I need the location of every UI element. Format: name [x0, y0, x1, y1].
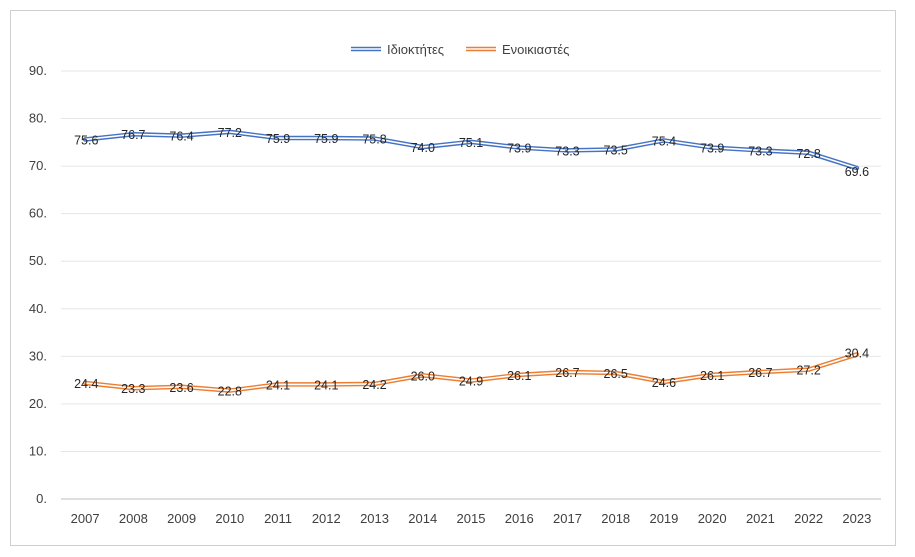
x-tick-label: 2008 [119, 511, 148, 526]
data-label: 23.6 [169, 381, 193, 395]
data-label: 75.1 [459, 136, 483, 150]
x-tick-label: 2009 [167, 511, 196, 526]
data-label: 24.6 [652, 376, 676, 390]
data-label: 75.8 [362, 133, 386, 147]
x-tick-label: 2007 [71, 511, 100, 526]
x-tick-label: 2020 [698, 511, 727, 526]
data-label: 27.2 [796, 364, 820, 378]
data-label: 76.4 [169, 130, 193, 144]
y-tick-label: 60. [29, 206, 47, 221]
x-tick-label: 2022 [794, 511, 823, 526]
data-label: 22.8 [218, 385, 242, 399]
data-label: 74.0 [411, 141, 435, 155]
x-tick-label: 2023 [842, 511, 871, 526]
x-tick-label: 2016 [505, 511, 534, 526]
data-label: 75.4 [652, 134, 676, 148]
data-label: 24.1 [314, 378, 338, 392]
data-label: 72.8 [796, 147, 820, 161]
legend-label: Ενοικιαστές [502, 42, 569, 57]
x-tick-label: 2021 [746, 511, 775, 526]
y-tick-label: 40. [29, 301, 47, 316]
x-tick-label: 2012 [312, 511, 341, 526]
data-label: 26.7 [748, 366, 772, 380]
series-line-inner-2 [84, 353, 858, 392]
data-label: 23.3 [121, 382, 145, 396]
y-tick-label: 50. [29, 253, 47, 268]
data-label: 69.6 [845, 165, 869, 179]
x-tick-label: 2014 [408, 511, 437, 526]
data-label: 75.6 [74, 133, 98, 147]
data-label: 76.7 [121, 128, 145, 142]
y-tick-label: 80. [29, 111, 47, 126]
data-label: 75.9 [314, 132, 338, 146]
data-label: 73.3 [748, 144, 772, 158]
data-label: 26.7 [555, 366, 579, 380]
x-tick-label: 2011 [264, 511, 292, 526]
data-label: 73.9 [700, 142, 724, 156]
data-label: 24.1 [266, 378, 290, 392]
chart-frame: 0. 10. 20. 30. 40. 50. 60. 70. 80. 90. 2007 2008 200… [10, 10, 896, 546]
y-tick-label: 70. [29, 158, 47, 173]
x-tick-label: 2010 [215, 511, 244, 526]
x-tick-label: 2018 [601, 511, 630, 526]
data-label: 24.4 [74, 377, 98, 391]
data-label: 77.2 [218, 126, 242, 140]
line-chart: 0. 10. 20. 30. 40. 50. 60. 70. 80. 90. 2007 2008 200… [29, 42, 881, 526]
data-label: 24.9 [459, 375, 483, 389]
data-label: 26.0 [411, 369, 435, 383]
data-label: 26.1 [507, 369, 531, 383]
y-tick-label: 0. [36, 491, 47, 506]
y-tick-label: 10. [29, 443, 47, 458]
legend-label: Ιδιοκτήτες [387, 42, 444, 57]
data-label: 73.5 [604, 143, 628, 157]
y-tick-label: 30. [29, 348, 47, 363]
x-tick-label: 2015 [457, 511, 486, 526]
data-label: 75.9 [266, 132, 290, 146]
data-label: 26.1 [700, 369, 724, 383]
series-line-inner-1 [84, 131, 858, 169]
data-label: 30.4 [845, 346, 869, 360]
data-label: 73.3 [555, 144, 579, 158]
y-tick-label: 20. [29, 396, 47, 411]
data-label: 24.2 [362, 378, 386, 392]
y-tick-label: 90. [29, 63, 47, 78]
data-label: 73.9 [507, 142, 531, 156]
data-label: 26.5 [604, 367, 628, 381]
x-tick-label: 2013 [360, 511, 389, 526]
x-tick-label: 2019 [649, 511, 678, 526]
x-tick-label: 2017 [553, 511, 582, 526]
